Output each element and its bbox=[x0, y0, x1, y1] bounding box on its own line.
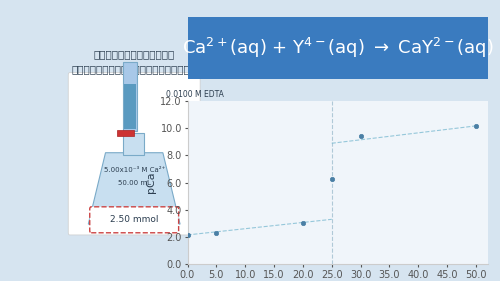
Bar bbox=[122, 133, 144, 155]
Point bbox=[356, 134, 364, 139]
FancyBboxPatch shape bbox=[176, 14, 500, 81]
Y-axis label: pCa: pCa bbox=[146, 172, 156, 193]
Text: 2.50 mmol: 2.50 mmol bbox=[110, 215, 158, 224]
Text: แบบเกิดโอออนเชิงซ้อน: แบบเกิดโอออนเชิงซ้อน bbox=[72, 64, 196, 74]
Point bbox=[472, 124, 480, 128]
Text: 50.00 mL: 50.00 mL bbox=[118, 180, 150, 186]
Text: กราฟการไตเตรต: กราฟการไตเตรต bbox=[94, 49, 175, 59]
Point bbox=[184, 233, 192, 237]
Text: 5.00x10⁻³ M Ca²⁺: 5.00x10⁻³ M Ca²⁺ bbox=[104, 167, 165, 173]
FancyBboxPatch shape bbox=[90, 207, 178, 233]
Bar bbox=[128, 131, 130, 148]
Point bbox=[299, 221, 307, 226]
Text: Ca$^{2+}$(aq) + Y$^{4-}$(aq) $\rightarrow$ CaY$^{2-}$(aq): Ca$^{2+}$(aq) + Y$^{4-}$(aq) $\rightarro… bbox=[182, 36, 494, 60]
Bar bbox=[124, 84, 136, 129]
Bar bbox=[117, 130, 134, 137]
Polygon shape bbox=[97, 207, 172, 222]
Bar bbox=[122, 62, 137, 131]
Point bbox=[328, 176, 336, 181]
Point bbox=[212, 231, 220, 235]
FancyBboxPatch shape bbox=[68, 73, 200, 235]
Polygon shape bbox=[88, 153, 180, 224]
Text: 0.0100 M EDTA: 0.0100 M EDTA bbox=[166, 90, 224, 99]
